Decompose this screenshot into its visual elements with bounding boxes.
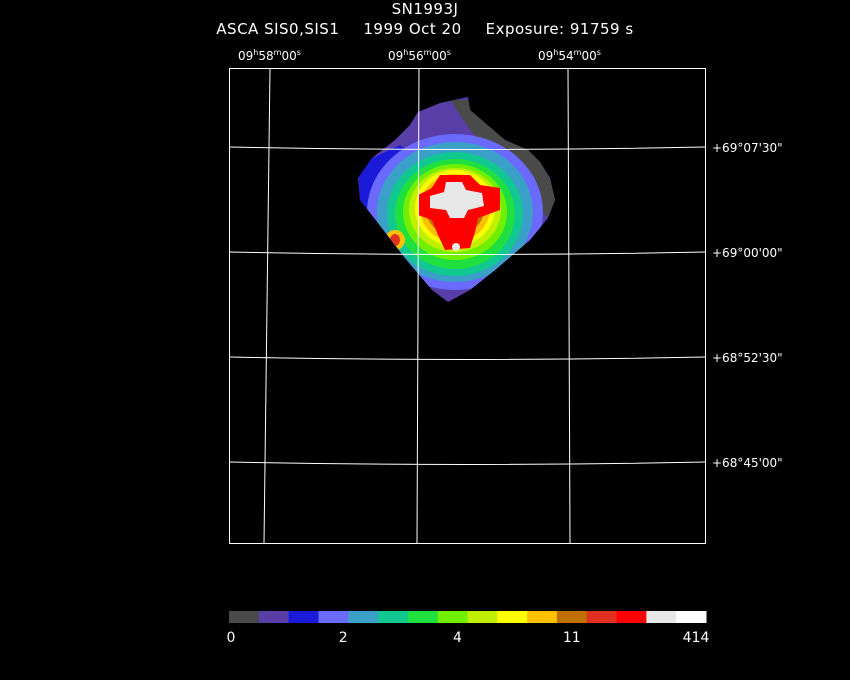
colorbar-tick-label: 4 — [453, 630, 462, 646]
dec-label-1: +69°07'30" — [712, 141, 783, 155]
colorbar-swatch — [288, 611, 319, 623]
instrument-label: ASCA SIS0,SIS1 — [216, 20, 340, 38]
object-title: SN1993J — [391, 0, 459, 18]
coordinate-grid — [228, 67, 706, 544]
dec-label-4: +68°45'00" — [712, 456, 783, 470]
colorbar-tick-label: 414 — [682, 630, 710, 646]
colorbar-swatch — [437, 611, 468, 623]
colorbar-swatch — [318, 611, 349, 623]
colorbar-swatch — [556, 611, 588, 623]
colorbar — [229, 611, 707, 623]
colorbar-swatch — [378, 611, 409, 623]
ra-label-3: 09h54m00s — [538, 48, 601, 63]
colorbar-swatch — [497, 611, 528, 623]
colorbar-swatch — [229, 611, 260, 623]
colorbar-swatch — [407, 611, 439, 623]
source-core — [418, 175, 500, 251]
colorbar-swatch — [646, 611, 677, 623]
dec-label-3: +68°52'30" — [712, 351, 783, 365]
colorbar-swatch — [467, 611, 498, 623]
colorbar-swatch — [676, 611, 707, 623]
date-label: 1999 Oct 20 — [363, 20, 462, 38]
dec-label-2: +69°00'00" — [712, 246, 783, 260]
colorbar-tick-label: 2 — [338, 630, 348, 646]
colorbar-swatch — [348, 611, 379, 623]
colorbar-swatch — [616, 611, 647, 623]
colorbar-tick-label: 11 — [562, 630, 581, 646]
colorbar-swatch — [586, 611, 618, 623]
colorbar-swatch — [258, 611, 290, 623]
colorbar-tick-label: 0 — [226, 630, 236, 646]
ra-label-2: 09h56m00s — [388, 48, 451, 63]
observation-info: ASCA SIS0,SIS1 1999 Oct 20 Exposure: 91759… — [0, 20, 850, 38]
colorbar-swatch — [527, 611, 558, 623]
ra-label-1: 09h58m00s — [238, 48, 301, 63]
exposure-label: Exposure: 91759 s — [485, 20, 634, 38]
